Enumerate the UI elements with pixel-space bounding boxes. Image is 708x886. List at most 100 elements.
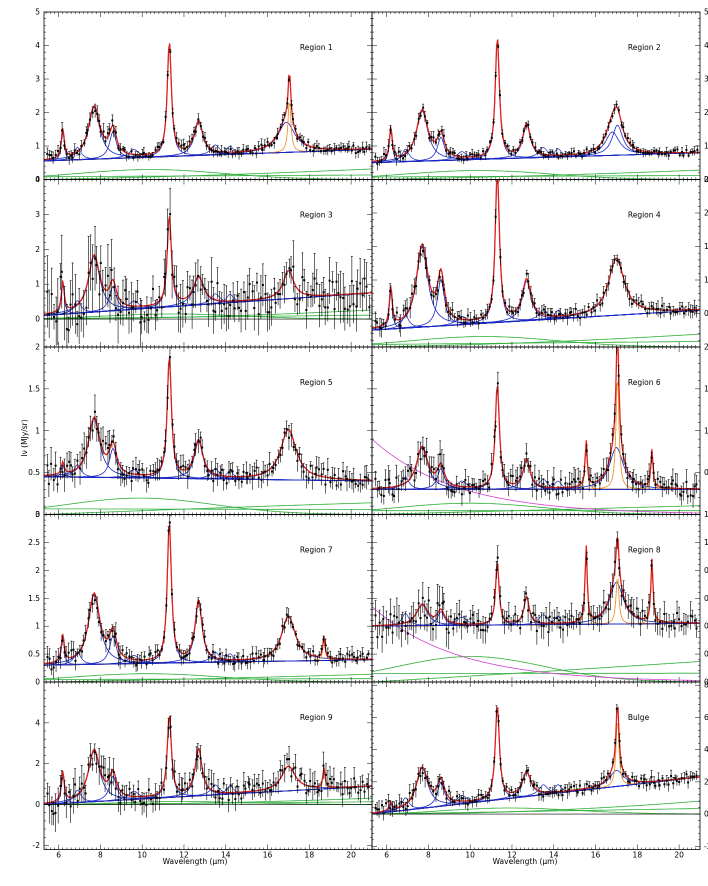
data-point [82,313,85,316]
data-point [387,144,390,147]
data-point [70,649,73,652]
data-point [160,648,163,651]
data-point [83,447,86,450]
data-point [255,152,258,155]
data-point [467,483,470,486]
data-point [149,652,152,655]
y-tick-label: 1 [704,142,708,151]
data-point [170,593,173,596]
data-point [635,299,638,302]
data-point [193,448,196,451]
data-point [442,288,445,291]
data-point [63,144,66,147]
data-point [444,304,447,307]
minor-feature-4 [44,470,372,482]
data-point [561,491,564,494]
data-point [197,440,200,443]
data-point [387,626,390,629]
data-point [442,134,445,137]
data-point [687,154,690,157]
data-point [227,471,230,474]
data-point [137,472,140,475]
data-point [138,658,141,661]
data-point [624,462,627,465]
data-point [510,310,513,313]
data-point [448,152,451,155]
data-point [158,469,161,472]
region-label: Region 1 [300,43,333,52]
data-point [335,280,338,283]
data-point [626,289,629,292]
region-label: Region 5 [300,378,333,387]
data-point [689,151,692,154]
data-point [391,493,394,496]
data-point [462,321,465,324]
data-point [453,316,456,319]
data-point [632,146,635,149]
data-point [520,294,523,297]
data-point [168,521,171,524]
dust-component-2 [44,168,372,180]
data-point [244,309,247,312]
data-point [329,481,332,484]
data-point [147,318,150,321]
data-point [514,151,517,154]
data-point [504,141,507,144]
data-point [55,660,58,663]
data-point [315,466,318,469]
feature-3 [372,387,700,490]
y-tick-label: 1 [704,426,708,435]
data-point [50,293,53,296]
panel-4: 0.5 1 1.5 2 2.5 Region 4 [371,175,708,348]
data-point [501,290,504,293]
data-point [182,656,185,659]
data-point [605,468,608,471]
data-point [207,474,210,477]
data-point [507,483,510,486]
data-point [106,446,109,449]
data-point [393,318,396,321]
y-tick-label: 1 [35,280,40,289]
feature-2 [44,255,372,315]
data-point [320,473,323,476]
data-point [73,149,76,152]
data-point [224,151,227,154]
data-point [615,103,618,106]
data-point [95,264,98,267]
data-point [648,475,651,478]
data-point [263,144,266,147]
data-point [333,474,336,477]
data-point [283,626,286,629]
data-point [655,308,658,311]
data-point [505,481,508,484]
data-point [286,102,289,105]
data-point [497,45,500,48]
data-point [637,150,640,153]
dust-component-2 [44,502,372,515]
data-point [274,647,277,650]
data-point [478,487,481,490]
data-point [540,150,543,153]
data-point [393,495,396,498]
data-point [463,621,466,624]
data-point [296,643,299,646]
data-point [199,125,202,128]
data-point [119,473,122,476]
data-point [263,655,266,658]
data-point [257,145,260,148]
y-tick-label: 1.5 [704,242,708,251]
data-point [667,154,670,157]
data-point [291,118,294,121]
data-point [434,623,437,626]
data-point [141,153,144,156]
data-point [339,483,342,486]
data-point [271,470,274,473]
data-point [527,123,530,126]
data-point [653,149,656,152]
stellar-component [372,438,700,514]
data-point [409,467,412,470]
data-point [229,148,232,151]
data-point [419,114,422,117]
data-point [544,489,547,492]
data-point [588,478,591,481]
